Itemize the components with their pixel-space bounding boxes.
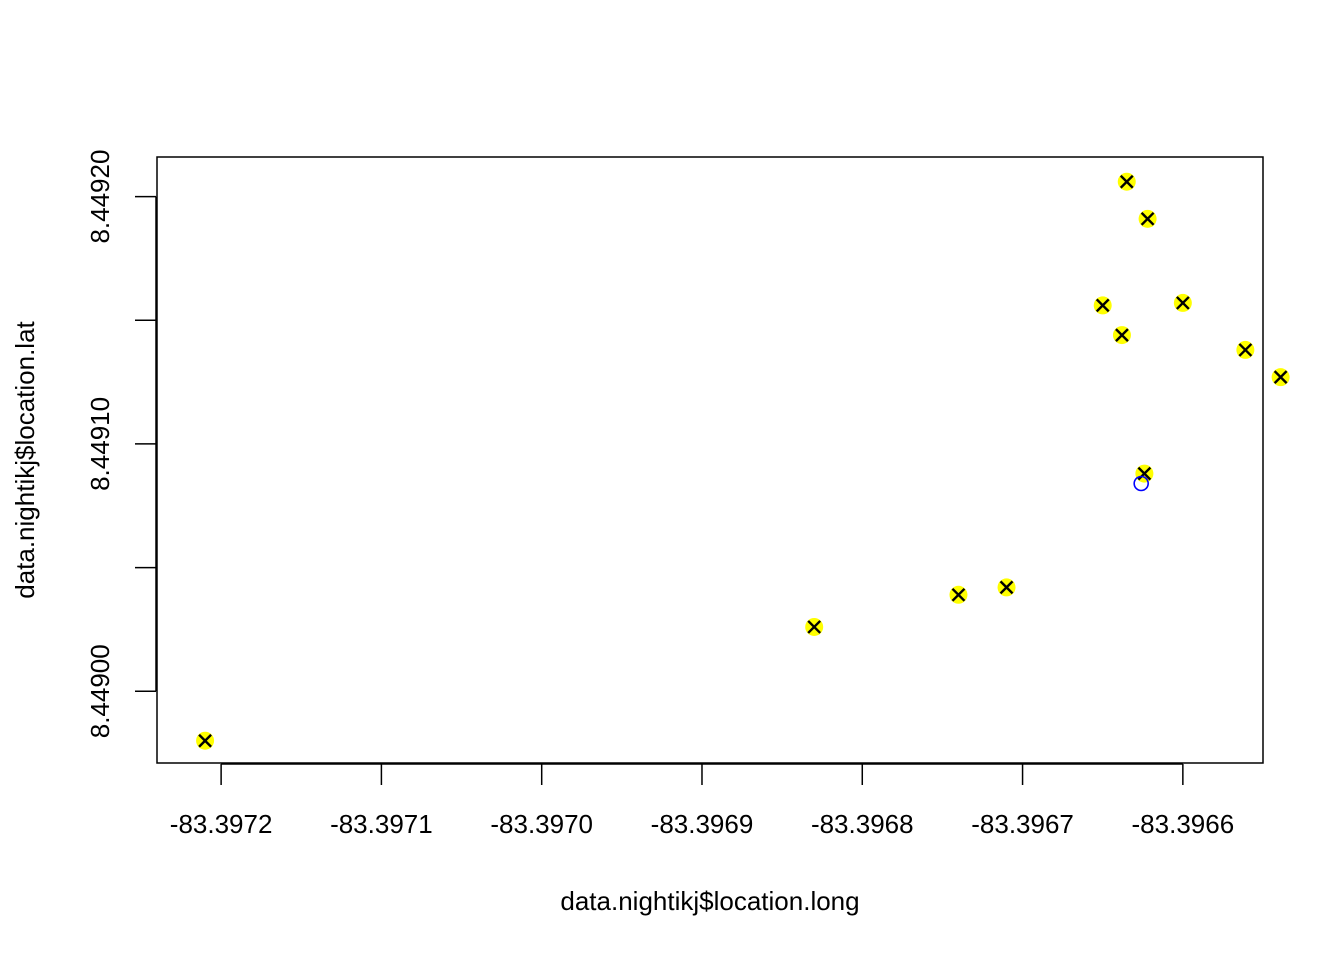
point-x-stroke <box>1119 174 1134 189</box>
data-point <box>1135 464 1154 483</box>
point-x-stroke <box>999 580 1014 595</box>
point-x-stroke <box>1176 296 1190 310</box>
point-x-stroke <box>1238 343 1253 357</box>
data-point <box>1271 368 1290 387</box>
data-point <box>949 585 968 604</box>
point-x-stroke <box>1137 466 1152 481</box>
data-point <box>1093 296 1112 315</box>
x-axis: -83.3972 -83.3971 -83.3970 -83.3969 -83.3968… <box>170 763 1235 839</box>
point-x-stroke <box>198 733 212 748</box>
point-x-stroke <box>1095 298 1110 313</box>
point-x-stroke <box>807 620 822 634</box>
data-point <box>997 578 1016 597</box>
data-point <box>1173 293 1192 312</box>
x-tick-label: -83.3970 <box>490 809 593 839</box>
y-tick-label: 8.44910 <box>85 397 115 491</box>
x-axis-title: data.nightikj$location.long <box>560 886 859 916</box>
data-point <box>1236 340 1255 359</box>
data-point <box>1112 326 1131 345</box>
y-axis-title: data.nightikj$location.lat <box>10 320 40 598</box>
y-tick-label: 8.44900 <box>85 644 115 738</box>
point-x-stroke <box>1140 211 1155 226</box>
data-point <box>1117 172 1136 191</box>
data-points <box>196 172 1290 750</box>
x-tick-label: -83.3967 <box>971 809 1074 839</box>
x-tick-label: -83.3971 <box>330 809 433 839</box>
point-x-stroke <box>951 587 966 602</box>
x-tick-label: -83.3972 <box>170 809 273 839</box>
point-x-stroke <box>1273 370 1288 384</box>
x-tick-label: -83.3968 <box>811 809 914 839</box>
y-axis: 8.44900 8.44910 8.44920 <box>85 150 157 738</box>
y-tick-label: 8.44920 <box>85 150 115 244</box>
data-point <box>196 731 215 750</box>
x-tick-label: -83.3966 <box>1132 809 1235 839</box>
data-point <box>805 617 824 636</box>
plot-frame <box>156 156 1264 764</box>
x-tick-label: -83.3969 <box>651 809 754 839</box>
point-x-stroke <box>1115 328 1129 342</box>
open-circle-point <box>1133 475 1149 492</box>
data-point <box>1138 209 1157 228</box>
